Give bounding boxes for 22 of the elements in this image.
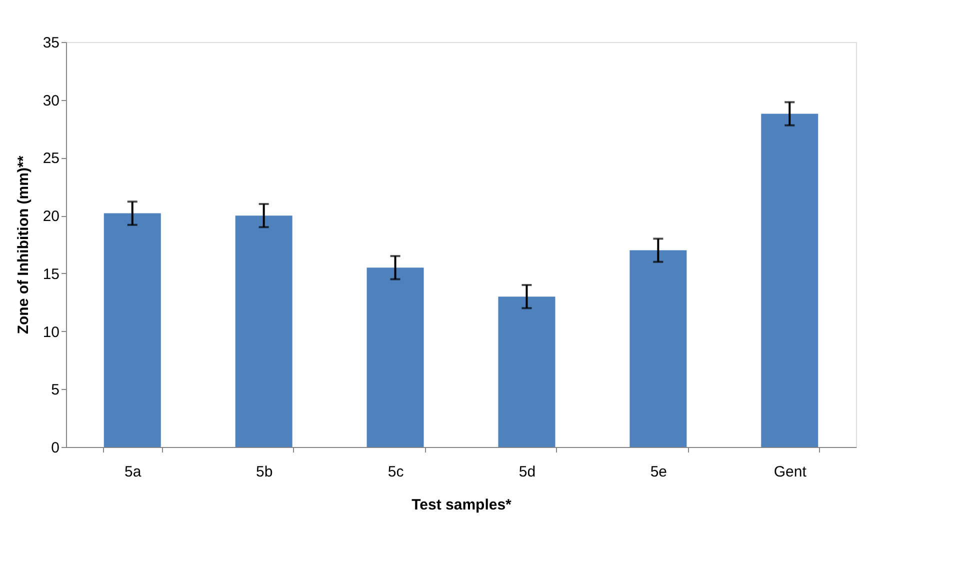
- y-tick-label: 30: [42, 92, 60, 110]
- bar: [104, 213, 161, 447]
- bar: [366, 268, 424, 447]
- x-tick-label: 5d: [518, 464, 536, 480]
- bar: [761, 114, 818, 447]
- x-tick-label: 5a: [124, 464, 142, 480]
- y-tick-label: 35: [42, 34, 60, 52]
- bar: [235, 216, 292, 447]
- y-axis-title: Zone of Inhibition (mm)**: [14, 156, 32, 334]
- x-tick-label: 5e: [650, 464, 668, 480]
- x-tick-label: Gent: [774, 464, 808, 480]
- x-tick-label: 5c: [388, 464, 404, 480]
- bar: [630, 250, 687, 447]
- x-tick-label: 5b: [256, 464, 273, 480]
- y-tick-label: 0: [51, 440, 60, 456]
- y-tick-label: 25: [42, 150, 60, 168]
- y-tick-label: 5: [51, 382, 60, 399]
- x-axis-title: Test samples*: [412, 496, 512, 514]
- y-tick-label: 15: [42, 266, 60, 283]
- y-tick-label: 20: [42, 208, 60, 226]
- bar: [498, 296, 556, 447]
- y-tick-label: 10: [42, 324, 60, 341]
